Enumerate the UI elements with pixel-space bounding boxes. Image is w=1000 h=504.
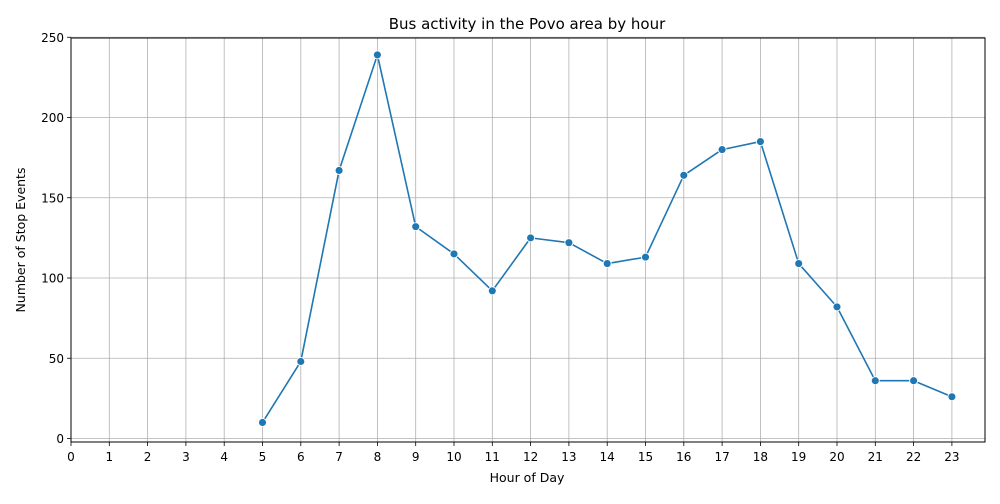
y-axis-label: Number of Stop Events (13, 168, 28, 313)
x-tick-label: 19 (791, 450, 806, 464)
data-point (258, 418, 267, 427)
x-tick-label: 9 (412, 450, 420, 464)
plot-frame (70, 37, 986, 443)
x-tick-label: 4 (220, 450, 228, 464)
data-point (411, 222, 421, 232)
x-tick-label: 0 (67, 450, 75, 464)
data-point (679, 170, 689, 180)
data-point (602, 259, 612, 269)
data-point (832, 302, 842, 312)
data-point (947, 392, 957, 402)
x-tick-label: 18 (753, 450, 768, 464)
data-point (449, 249, 459, 259)
x-axis: 0 1 2 3 4 5 6 7 8 9 10 11 12 13 14 15 16 17 18 19 20 21 22 23 (67, 442, 960, 464)
x-tick-label: 15 (638, 450, 653, 464)
y-tick-label: 0 (56, 432, 64, 446)
data-point (296, 357, 306, 366)
data-point (755, 137, 765, 147)
x-tick-label: 21 (868, 450, 883, 464)
x-tick-label: 5 (259, 450, 267, 464)
data-point (334, 166, 344, 175)
y-tick-label: 200 (41, 111, 64, 125)
data-point (717, 145, 727, 155)
x-tick-label: 3 (182, 450, 190, 464)
data-point (564, 238, 574, 248)
y-tick-label: 50 (49, 352, 64, 366)
data-point (641, 252, 650, 262)
x-tick-label: 23 (944, 450, 959, 464)
x-tick-label: 16 (676, 450, 691, 464)
x-tick-label: 7 (335, 450, 343, 464)
x-tick-label: 10 (446, 450, 461, 464)
x-tick-label: 13 (561, 450, 576, 464)
chart-title: Bus activity in the Povo area by hour (389, 15, 666, 33)
data-point (487, 286, 497, 296)
x-tick-label: 14 (600, 450, 615, 464)
y-tick-label: 100 (41, 272, 64, 286)
x-tick-label: 17 (714, 450, 729, 464)
x-axis-label: Hour of Day (490, 470, 565, 485)
y-tick-label: 250 (41, 31, 64, 45)
data-point (870, 376, 880, 386)
x-tick-label: 12 (523, 450, 538, 464)
x-tick-label: 20 (829, 450, 844, 464)
data-point (794, 259, 804, 269)
series-layer (258, 50, 957, 427)
y-tick-label: 150 (41, 191, 64, 205)
x-tick-label: 6 (297, 450, 305, 464)
x-tick-label: 2 (144, 450, 152, 464)
data-point (909, 376, 919, 386)
x-tick-label: 8 (374, 450, 382, 464)
data-point (372, 50, 382, 60)
x-tick-label: 22 (906, 450, 921, 464)
x-tick-label: 11 (485, 450, 500, 464)
data-point (526, 233, 536, 243)
y-axis: 0 50 100 150 200 250 (41, 31, 71, 446)
x-tick-label: 1 (105, 450, 113, 464)
